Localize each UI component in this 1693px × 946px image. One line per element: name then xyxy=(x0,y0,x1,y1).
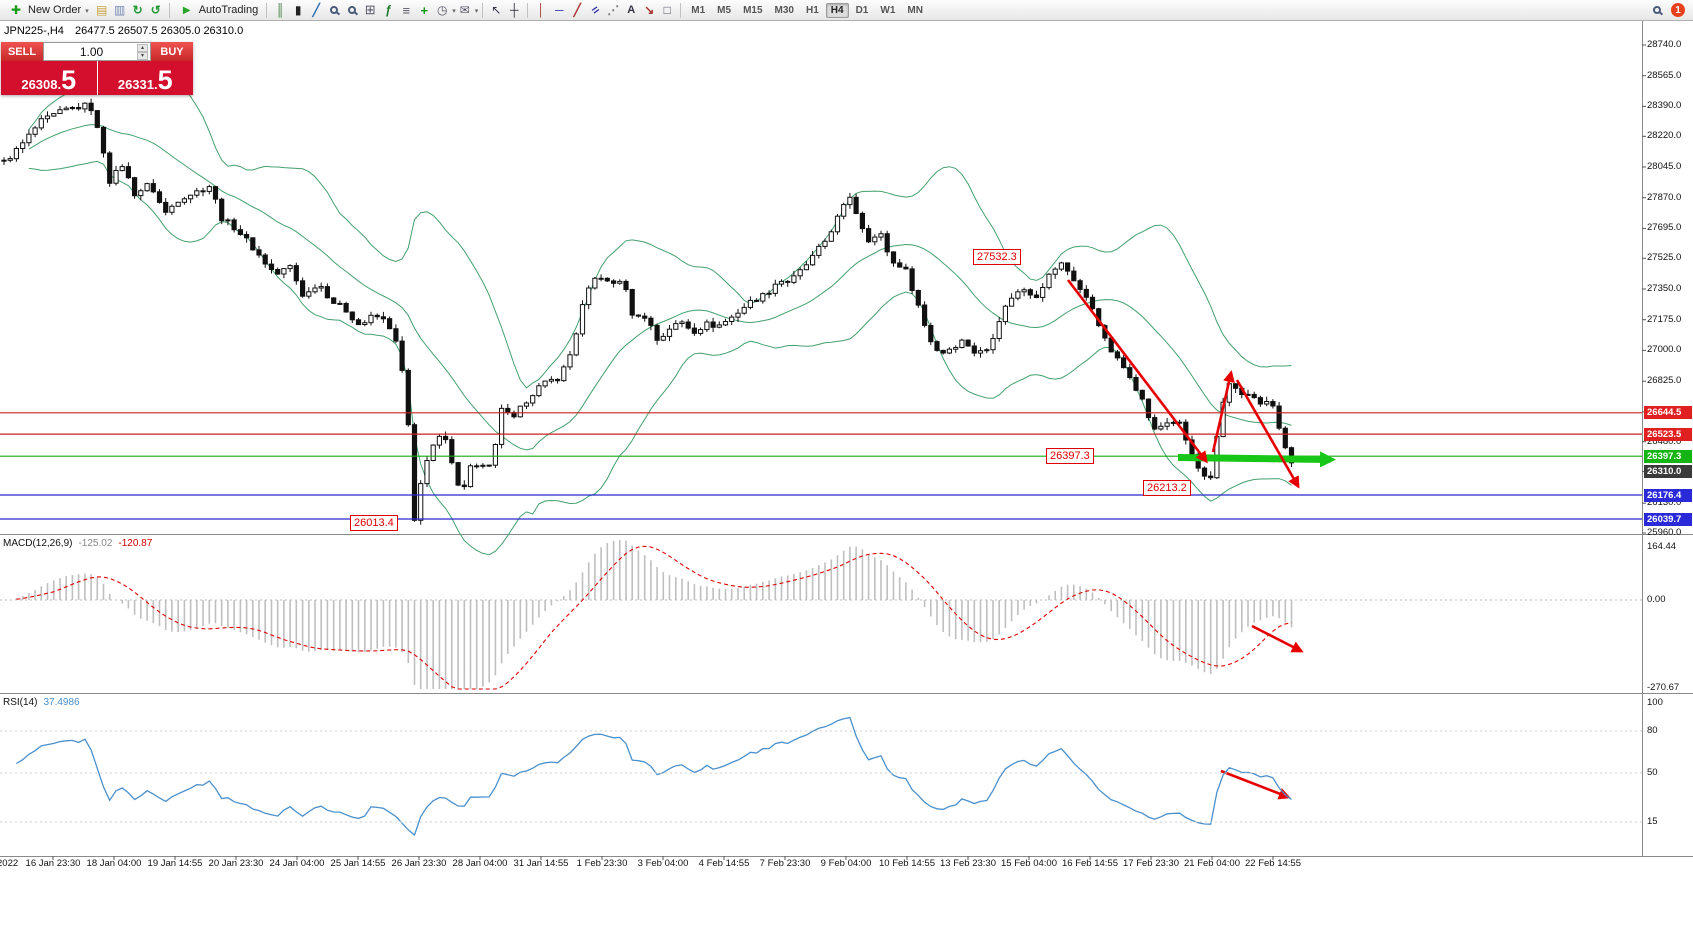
sell-price-main: 26308. xyxy=(21,77,62,92)
rsi-name: RSI(14) xyxy=(3,697,38,708)
tile-windows-icon[interactable] xyxy=(361,2,379,19)
volume-value[interactable]: 1.00 xyxy=(79,44,104,59)
rsi-value: 37.4986 xyxy=(43,697,80,708)
separator xyxy=(527,2,529,18)
separator xyxy=(266,2,268,18)
timeframe-m5[interactable]: M5 xyxy=(717,4,732,16)
indicators-icon[interactable] xyxy=(379,2,397,19)
sell-price-big-digit: 5 xyxy=(61,65,77,95)
toolbar: New Order AutoTrading M1 M5 M15 M30 H1 H4 D1 W1… xyxy=(0,0,1693,21)
trendline-tool-icon[interactable] xyxy=(568,2,586,19)
templates-icon[interactable] xyxy=(456,2,474,19)
zoom-in-icon[interactable] xyxy=(325,2,343,19)
horizontal-line-tool-icon[interactable] xyxy=(550,2,568,19)
macd-label: MACD(12,26,9) -125.02 -120.87 xyxy=(3,538,152,549)
fibonacci-tool-icon[interactable] xyxy=(604,2,622,19)
market-watch-icon[interactable] xyxy=(93,2,111,19)
timeframe-group: M1 M5 M15 M30 H1 H4 D1 W1 MN xyxy=(685,2,929,18)
price-annotation[interactable]: 27532.3 xyxy=(973,249,1021,265)
timeframe-mn[interactable]: MN xyxy=(907,4,923,16)
buy-price-main: 26331. xyxy=(117,77,158,92)
autotrading-play-icon xyxy=(178,2,196,19)
symbol-info: JPN225-,H4 26477.5 26507.5 26305.0 26310… xyxy=(4,25,243,37)
new-order-icon xyxy=(7,2,25,19)
vertical-line-tool-icon[interactable] xyxy=(532,2,550,19)
channel-tool-icon[interactable] xyxy=(586,2,604,19)
volume-up-button[interactable] xyxy=(137,43,148,52)
one-click-trading-panel: SELL 1.00 BUY 26308.5 26331.5 xyxy=(1,42,193,95)
buy-price-big-digit: 5 xyxy=(157,65,173,95)
timeframe-h1[interactable]: H1 xyxy=(805,4,819,16)
crosshair-tool-icon[interactable] xyxy=(505,2,523,19)
price-annotation[interactable]: 26213.2 xyxy=(1143,480,1191,496)
notification-badge[interactable]: 1 xyxy=(1671,3,1685,17)
macd-signal-value: -120.87 xyxy=(118,538,153,549)
buy-button[interactable]: BUY xyxy=(151,42,193,61)
sell-button[interactable]: SELL xyxy=(1,42,43,61)
new-order-label: New Order xyxy=(28,4,82,16)
bar-chart-icon[interactable] xyxy=(271,2,289,19)
data-window-icon[interactable] xyxy=(111,2,129,19)
timeframe-m30[interactable]: M30 xyxy=(774,4,794,16)
separator xyxy=(680,2,682,18)
autotrading-label: AutoTrading xyxy=(198,4,259,16)
price-annotation[interactable]: 26013.4 xyxy=(350,515,398,531)
separator xyxy=(482,2,484,18)
indicator-list-icon[interactable] xyxy=(397,2,415,19)
timeframe-h4[interactable]: H4 xyxy=(825,2,849,18)
timeframe-m15[interactable]: M15 xyxy=(743,4,763,16)
refresh-icon[interactable] xyxy=(129,2,147,19)
cursor-tool-icon[interactable] xyxy=(487,2,505,19)
shapes-tool-icon[interactable] xyxy=(658,2,676,19)
macd-main-value: -125.02 xyxy=(78,538,113,549)
zoom-out-icon[interactable] xyxy=(343,2,361,19)
ohlc-values: 26477.5 26507.5 26305.0 26310.0 xyxy=(74,25,244,37)
candlestick-chart-icon[interactable] xyxy=(289,2,307,19)
sync-icon[interactable] xyxy=(147,2,165,19)
line-chart-icon[interactable] xyxy=(307,2,325,19)
buy-price[interactable]: 26331. 5 xyxy=(97,61,193,95)
price-annotation[interactable]: 26397.3 xyxy=(1046,448,1094,464)
arrows-tool-icon[interactable] xyxy=(640,2,658,19)
timeframe-m1[interactable]: M1 xyxy=(691,4,706,16)
text-tool-icon[interactable] xyxy=(622,2,640,19)
separator xyxy=(168,2,170,18)
periods-icon[interactable] xyxy=(433,2,451,19)
timeframe-w1[interactable]: W1 xyxy=(880,4,896,16)
chevron-down-icon xyxy=(474,4,479,16)
chevron-down-icon xyxy=(84,4,89,16)
volume-down-button[interactable] xyxy=(137,51,148,60)
add-chart-icon[interactable] xyxy=(415,2,433,19)
volume-input[interactable]: 1.00 xyxy=(43,42,151,61)
rsi-label: RSI(14) 37.4986 xyxy=(3,697,80,708)
timeframe-d1[interactable]: D1 xyxy=(855,4,869,16)
new-order-button[interactable]: New Order xyxy=(3,2,93,19)
macd-name: MACD(12,26,9) xyxy=(3,538,73,549)
sell-price[interactable]: 26308. 5 xyxy=(1,61,97,95)
autotrading-button[interactable]: AutoTrading xyxy=(174,2,263,19)
search-icon[interactable] xyxy=(1648,2,1666,19)
symbol-timeframe-label: JPN225-,H4 xyxy=(4,25,64,37)
